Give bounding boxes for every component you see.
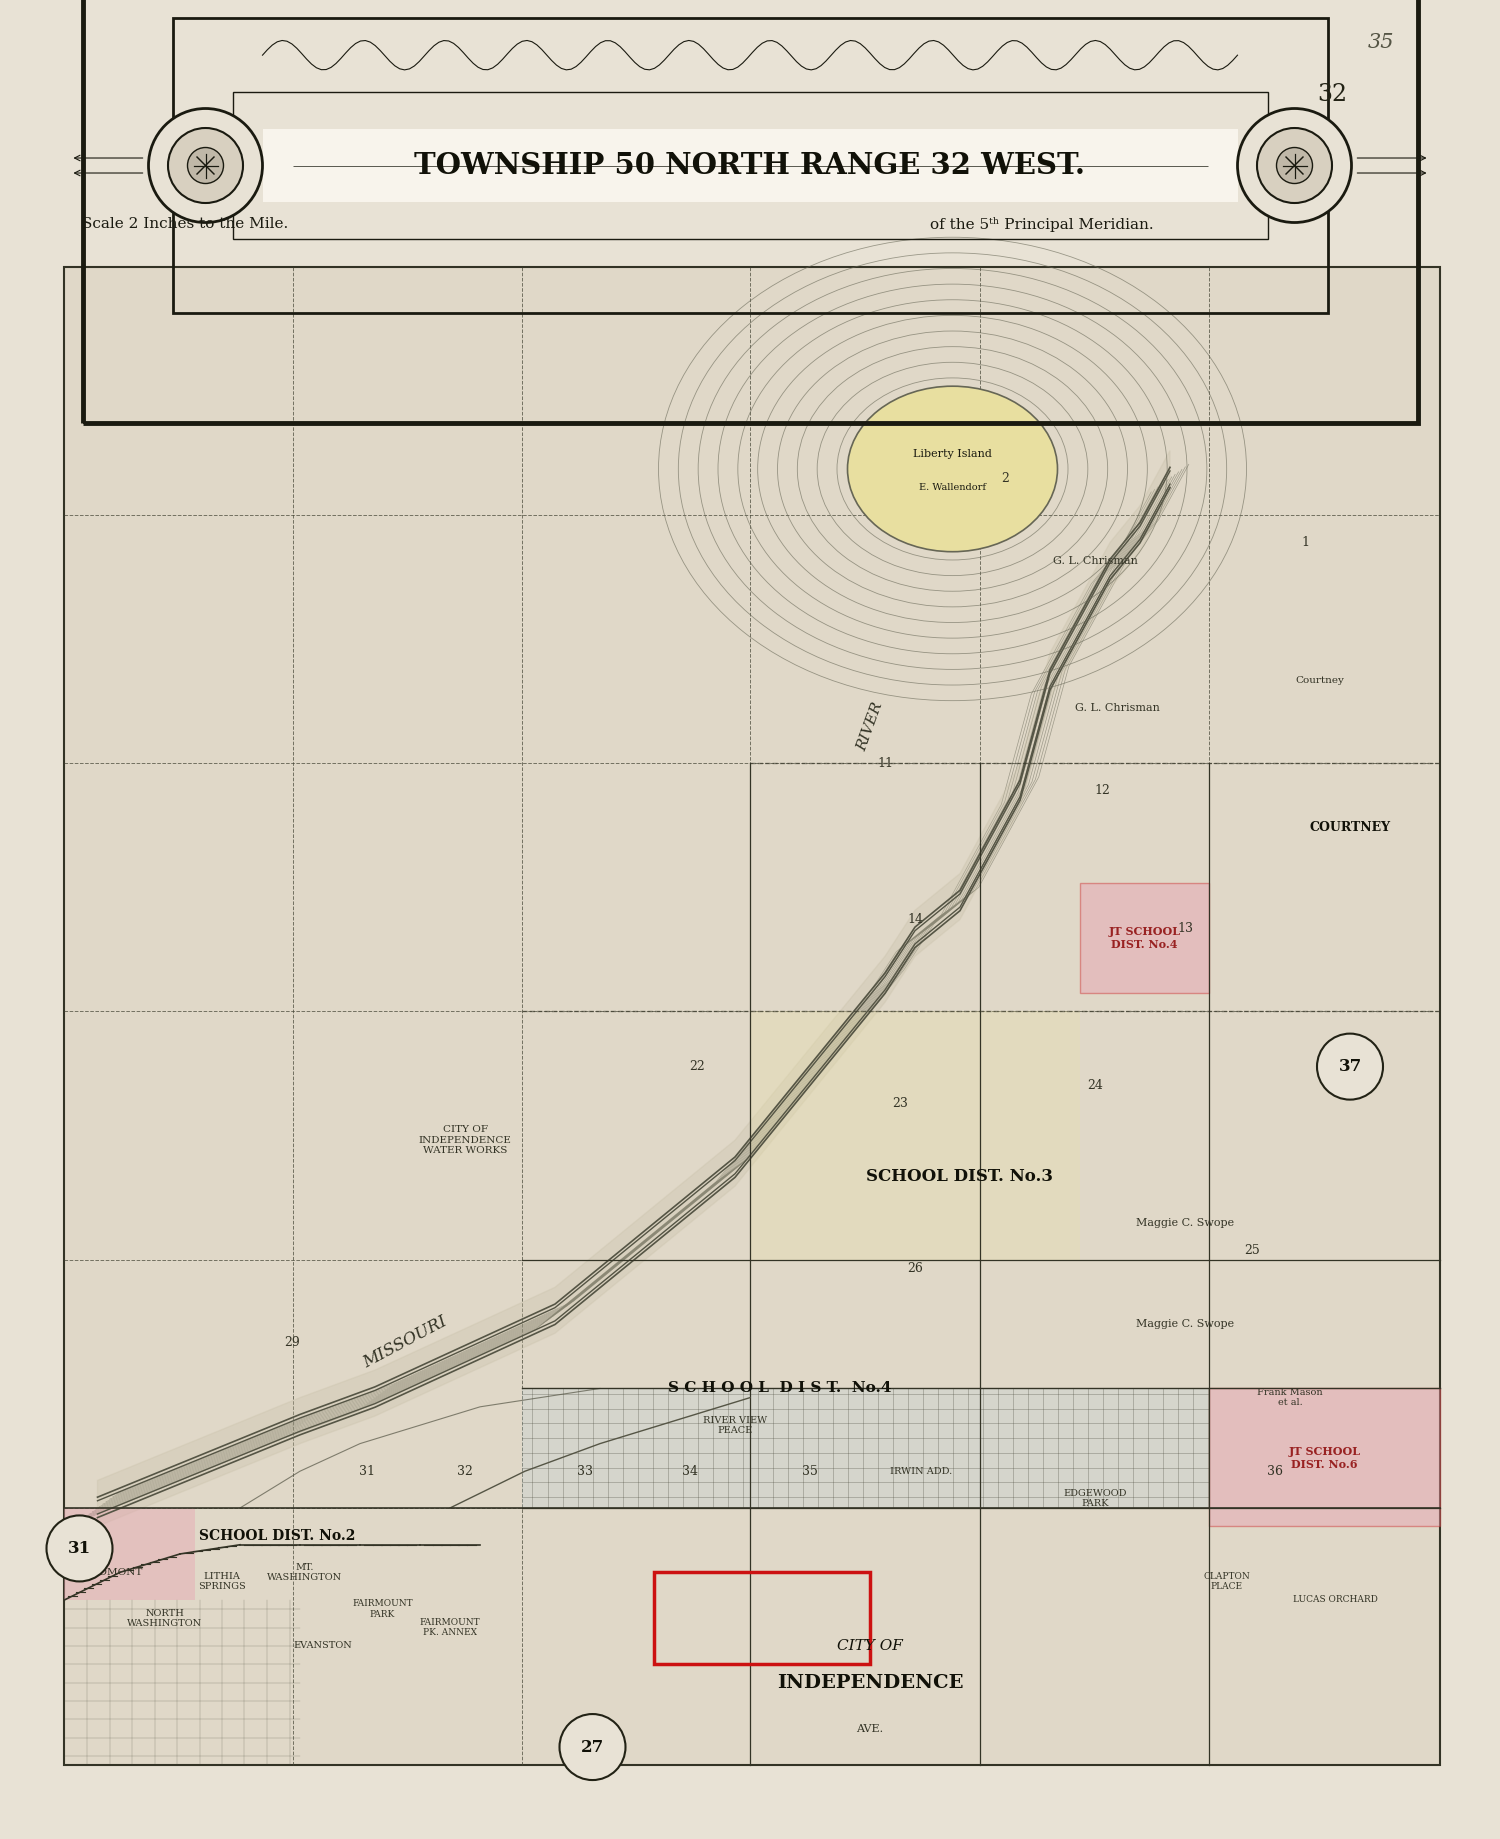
Text: S C H O O L  D I S T.  No.4: S C H O O L D I S T. No.4 [669,1381,891,1396]
Text: 12: 12 [1095,783,1110,798]
Circle shape [168,129,243,202]
Text: JT SCHOOL
DIST. No.6: JT SCHOOL DIST. No.6 [1288,1447,1360,1469]
Text: 31: 31 [360,1464,375,1479]
Text: 11: 11 [878,756,892,771]
Text: Courtney: Courtney [1296,677,1344,684]
Text: LITHIA
SPRINGS: LITHIA SPRINGS [198,1572,246,1591]
Text: 22: 22 [690,1059,705,1074]
Text: CITY OF
INDEPENDENCE
WATER WORKS: CITY OF INDEPENDENCE WATER WORKS [419,1125,512,1155]
Text: 13: 13 [1178,921,1192,936]
Bar [82,0,1417,423]
Bar [172,18,1328,313]
Circle shape [1257,129,1332,202]
Text: Maggie C. Swope: Maggie C. Swope [1136,1217,1234,1228]
Bar [262,129,1238,202]
Text: G. L. Chrisman: G. L. Chrisman [1053,555,1137,566]
Circle shape [1276,147,1312,184]
Circle shape [1317,1034,1383,1100]
Text: READMONT: READMONT [76,1569,142,1576]
Text: 25: 25 [1245,1243,1260,1258]
Circle shape [188,147,224,184]
Text: NORTH
WASHINGTON: NORTH WASHINGTON [128,1609,202,1628]
Text: 32: 32 [1317,83,1347,107]
Text: JT SCHOOL
DIST. No.4: JT SCHOOL DIST. No.4 [1108,927,1180,949]
Text: Liberty Island: Liberty Island [914,449,992,460]
Bar [654,1572,870,1664]
Text: Scale 2 Inches to the Mile.: Scale 2 Inches to the Mile. [82,217,288,232]
Text: 37: 37 [1338,1057,1362,1076]
Text: G. L. Chrisman: G. L. Chrisman [1076,702,1160,714]
Text: 31: 31 [68,1539,92,1558]
Text: 24: 24 [1088,1078,1102,1092]
Text: 14: 14 [908,912,922,927]
Text: 36: 36 [1268,1464,1282,1479]
Bar [1209,1388,1440,1526]
Bar [1080,883,1209,993]
Text: CLAPTON
PLACE: CLAPTON PLACE [1203,1572,1251,1591]
Text: MISSOURI: MISSOURI [360,1313,450,1372]
Text: of the 5ᵗʰ Principal Meridian.: of the 5ᵗʰ Principal Meridian. [930,217,1154,232]
Text: IRWIN ADD.: IRWIN ADD. [890,1468,952,1475]
Text: EVANSTON: EVANSTON [292,1642,352,1650]
Text: 35: 35 [802,1464,818,1479]
Text: AVE.: AVE. [856,1723,883,1734]
Text: SCHOOL DIST. No.3: SCHOOL DIST. No.3 [867,1168,1053,1186]
Text: 33: 33 [578,1464,592,1479]
Text: 34: 34 [682,1464,698,1479]
Bar [522,1388,1209,1508]
Bar [750,1011,1080,1260]
Text: INDEPENDENCE: INDEPENDENCE [777,1673,963,1692]
Text: Frank Mason
et al.: Frank Mason et al. [1257,1388,1323,1407]
Text: LUCAS ORCHARD: LUCAS ORCHARD [1293,1596,1377,1604]
Bar [64,267,1440,1765]
Bar [232,92,1268,239]
Circle shape [46,1515,112,1582]
Text: FAIRMOUNT
PK. ANNEX: FAIRMOUNT PK. ANNEX [420,1618,480,1637]
Text: FAIRMOUNT
PARK: FAIRMOUNT PARK [352,1600,413,1618]
Text: RIVER: RIVER [855,701,885,752]
Text: CITY OF: CITY OF [837,1639,903,1653]
Bar [64,1508,195,1600]
Text: 29: 29 [285,1335,300,1350]
Text: COURTNEY: COURTNEY [1310,820,1390,835]
Circle shape [148,109,262,223]
Polygon shape [98,451,1170,1526]
Text: Maggie C. Swope: Maggie C. Swope [1136,1319,1234,1330]
Text: SCHOOL DIST. No.2: SCHOOL DIST. No.2 [200,1528,356,1543]
Text: TOWNSHIP 50 NORTH RANGE 32 WEST.: TOWNSHIP 50 NORTH RANGE 32 WEST. [414,151,1086,180]
Text: RIVER VIEW
PEACE: RIVER VIEW PEACE [704,1416,766,1434]
Ellipse shape [847,386,1058,552]
Circle shape [1238,109,1352,223]
Text: MT.
WASHINGTON: MT. WASHINGTON [267,1563,342,1582]
Text: 27: 27 [580,1738,604,1756]
Text: 26: 26 [908,1262,922,1276]
Text: E. Wallendorf: E. Wallendorf [920,484,986,491]
Text: 23: 23 [892,1096,908,1111]
Text: 1: 1 [1300,535,1310,550]
Text: 32: 32 [458,1464,472,1479]
Text: 35: 35 [1368,33,1395,51]
Text: EDGEWOOD
PARK: EDGEWOOD PARK [1064,1490,1126,1508]
Circle shape [560,1714,626,1780]
Text: 2: 2 [1000,471,1010,485]
